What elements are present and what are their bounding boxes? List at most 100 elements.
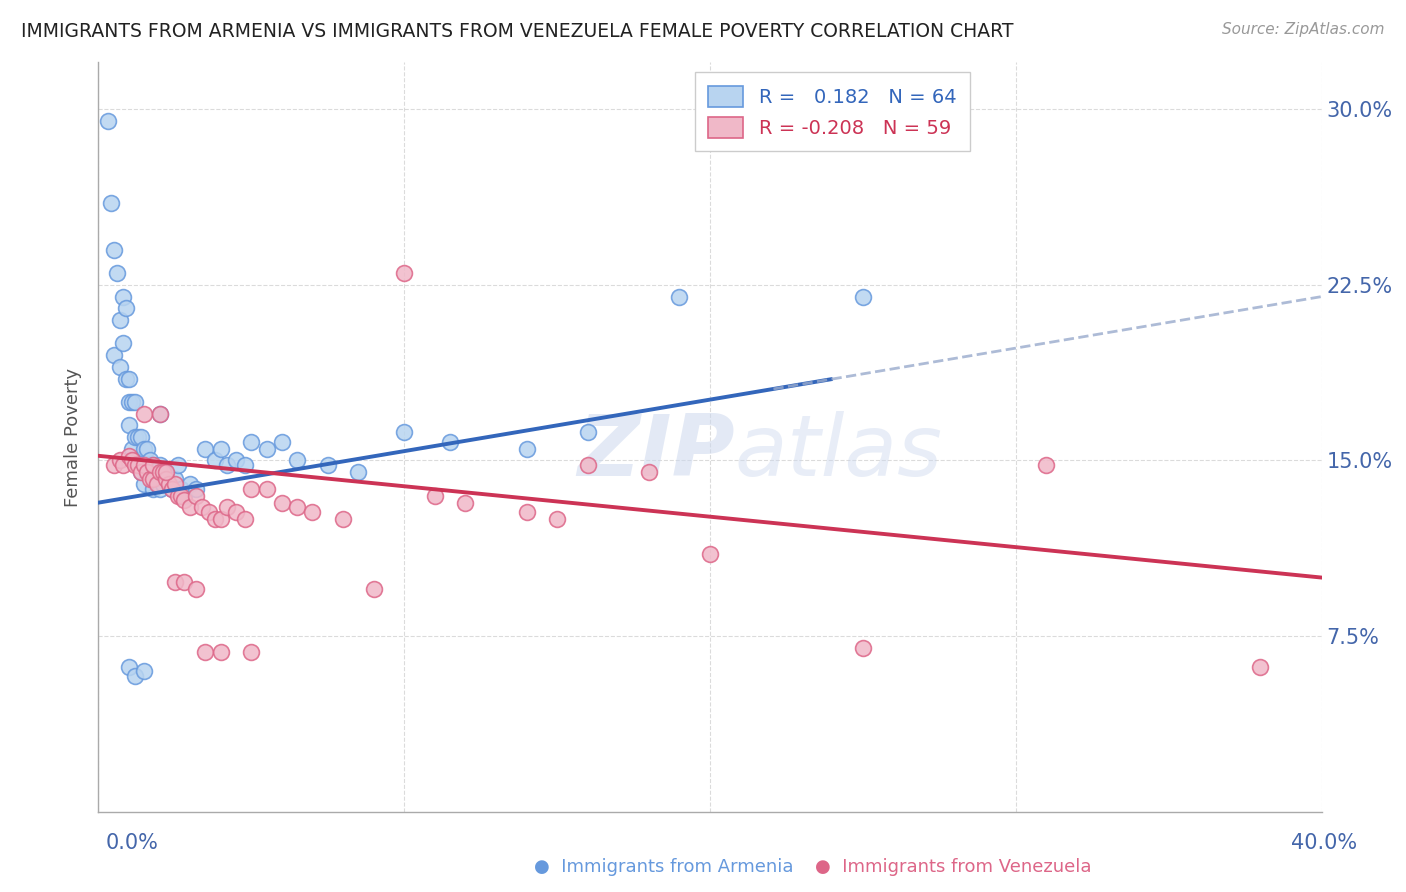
Point (240, 646, 263, 660)
Point (423, 489, 446, 503)
Point (439, 434, 461, 449)
Point (129, 465, 152, 479)
Point (134, 664, 156, 679)
Point (127, 430, 149, 444)
Point (576, 425, 599, 440)
Point (852, 289, 875, 303)
Text: ZIP: ZIP (576, 410, 734, 493)
Point (637, 465, 661, 479)
Point (160, 482, 183, 496)
Point (115, 301, 138, 316)
Point (209, 646, 232, 660)
Point (111, 458, 134, 473)
Point (103, 458, 125, 473)
Point (142, 458, 165, 473)
Point (134, 442, 156, 456)
Point (191, 500, 214, 515)
Point (111, 289, 134, 303)
Point (97, 114, 120, 128)
Point (186, 482, 208, 496)
Point (136, 442, 159, 456)
Point (194, 442, 217, 456)
Point (209, 512, 232, 526)
Point (145, 476, 167, 491)
Point (160, 482, 183, 496)
Point (215, 458, 238, 473)
Point (1035, 458, 1057, 473)
Point (152, 465, 174, 479)
Point (129, 465, 152, 479)
Point (233, 512, 256, 526)
Point (152, 476, 174, 491)
Point (115, 371, 138, 385)
Point (124, 395, 146, 409)
Point (155, 465, 177, 479)
Point (118, 449, 141, 463)
Point (100, 195, 122, 210)
Point (179, 476, 201, 491)
Point (170, 489, 193, 503)
Point (118, 659, 141, 673)
Point (163, 472, 186, 486)
Point (118, 395, 141, 409)
Point (173, 575, 195, 590)
Point (111, 336, 134, 351)
Y-axis label: Female Poverty: Female Poverty (65, 368, 83, 507)
Text: atlas: atlas (734, 410, 942, 493)
Point (142, 482, 165, 496)
Point (134, 407, 156, 421)
Point (134, 458, 156, 473)
Point (121, 442, 143, 456)
Point (134, 476, 156, 491)
Point (699, 547, 721, 561)
Point (139, 453, 162, 467)
Point (142, 458, 165, 473)
Point (225, 505, 247, 519)
Point (170, 482, 193, 496)
Point (149, 407, 172, 421)
Point (852, 640, 875, 655)
Point (139, 472, 162, 486)
Point (124, 458, 146, 473)
Point (149, 465, 172, 479)
Point (285, 500, 308, 515)
Point (186, 489, 208, 503)
Point (225, 453, 247, 467)
Text: Source: ZipAtlas.com: Source: ZipAtlas.com (1222, 22, 1385, 37)
Point (155, 472, 177, 486)
Point (179, 500, 201, 515)
Point (392, 425, 416, 440)
Point (157, 476, 180, 491)
Point (136, 465, 159, 479)
Point (233, 458, 256, 473)
Point (127, 458, 149, 473)
Point (136, 458, 159, 473)
Point (121, 395, 143, 409)
Point (149, 407, 172, 421)
Point (576, 458, 599, 473)
Point (301, 505, 323, 519)
Point (204, 512, 226, 526)
Point (270, 434, 292, 449)
Point (215, 500, 238, 515)
Legend: R =   0.182   N = 64, R = -0.208   N = 59: R = 0.182 N = 64, R = -0.208 N = 59 (695, 72, 970, 152)
Point (363, 582, 385, 597)
Point (668, 289, 690, 303)
Point (142, 472, 165, 486)
Point (332, 512, 354, 526)
Point (204, 453, 226, 467)
Point (546, 512, 568, 526)
Point (108, 359, 131, 374)
Text: IMMIGRANTS FROM ARMENIA VS IMMIGRANTS FROM VENEZUELA FEMALE POVERTY CORRELATION : IMMIGRANTS FROM ARMENIA VS IMMIGRANTS FR… (21, 22, 1014, 41)
Text: ●  Immigrants from Armenia: ● Immigrants from Armenia (534, 858, 794, 876)
Point (155, 465, 177, 479)
Point (392, 266, 416, 280)
Point (347, 465, 370, 479)
Point (240, 434, 263, 449)
Point (108, 313, 131, 327)
Point (316, 458, 339, 473)
Point (163, 575, 186, 590)
Text: ●  Immigrants from Venezuela: ● Immigrants from Venezuela (815, 858, 1092, 876)
Point (197, 505, 219, 519)
Point (173, 489, 195, 503)
